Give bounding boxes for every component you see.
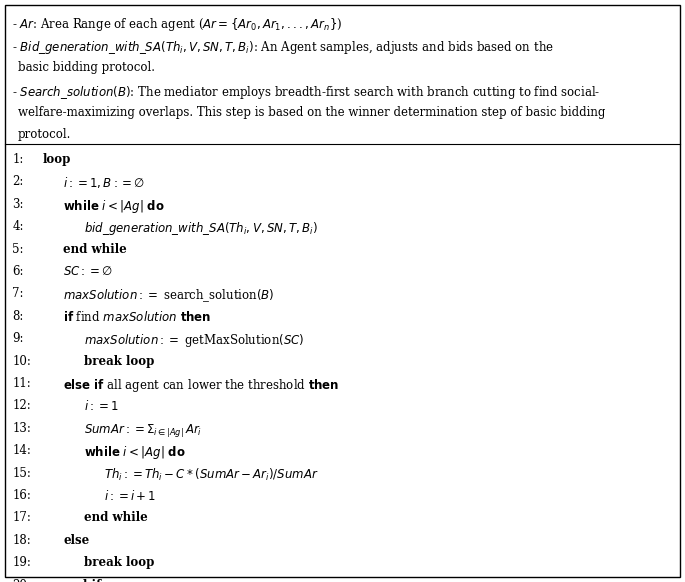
Text: $SC := \emptyset$: $SC := \emptyset$ — [63, 265, 113, 278]
Text: end while: end while — [63, 243, 127, 255]
Text: 4:: 4: — [12, 220, 24, 233]
Text: break loop: break loop — [84, 354, 154, 368]
Text: $\mathbf{if}$ find $\mathit{maxSolution}$ $\mathbf{then}$: $\mathbf{if}$ find $\mathit{maxSolution}… — [63, 310, 212, 324]
Text: 10:: 10: — [12, 354, 32, 368]
Text: break loop: break loop — [84, 556, 154, 569]
Text: $\mathit{maxSolution} :=$ search_solution$(B)$: $\mathit{maxSolution} :=$ search_solutio… — [63, 288, 275, 304]
Text: $\mathit{Th}_i := \mathit{Th}_i - C*(\mathit{SumAr} - \mathit{Ar}_i)/\mathit{Sum: $\mathit{Th}_i := \mathit{Th}_i - C*(\ma… — [104, 467, 319, 483]
Text: else: else — [63, 534, 89, 547]
Text: $\mathit{SumAr} := \Sigma_{i\in|Ag|}\, Ar_i$: $\mathit{SumAr} := \Sigma_{i\in|Ag|}\, A… — [84, 422, 201, 439]
Text: 13:: 13: — [12, 422, 32, 435]
Text: 5:: 5: — [12, 243, 24, 255]
Text: $i := 1$: $i := 1$ — [84, 399, 119, 413]
Text: 16:: 16: — [12, 489, 32, 502]
Text: $\mathbf{while}$ $i < |Ag|$ $\mathbf{do}$: $\mathbf{while}$ $i < |Ag|$ $\mathbf{do}… — [63, 198, 165, 215]
Text: 8:: 8: — [12, 310, 24, 323]
Text: end if: end if — [63, 579, 101, 582]
Text: 3:: 3: — [12, 198, 24, 211]
Text: basic bidding protocol.: basic bidding protocol. — [18, 61, 155, 74]
Text: 9:: 9: — [12, 332, 24, 345]
Text: 17:: 17: — [12, 512, 32, 524]
Text: 2:: 2: — [12, 175, 24, 189]
Text: 14:: 14: — [12, 444, 32, 457]
FancyBboxPatch shape — [5, 5, 680, 577]
Text: $\mathbf{while}$ $i < |Ag|$ $\mathbf{do}$: $\mathbf{while}$ $i < |Ag|$ $\mathbf{do}… — [84, 444, 186, 462]
Text: 1:: 1: — [12, 153, 24, 166]
Text: loop: loop — [42, 153, 71, 166]
Text: 15:: 15: — [12, 467, 32, 480]
Text: - $\mathit{Ar}$: Area Range of each agent ($\mathit{Ar} = \{Ar_0, Ar_1, ..., Ar_: - $\mathit{Ar}$: Area Range of each agen… — [12, 16, 342, 33]
Text: end while: end while — [84, 512, 147, 524]
Text: 19:: 19: — [12, 556, 32, 569]
Text: $\mathbf{else\ if}$ all agent can lower the threshold $\mathbf{then}$: $\mathbf{else\ if}$ all agent can lower … — [63, 377, 340, 394]
Text: 20:: 20: — [12, 579, 32, 582]
Text: 11:: 11: — [12, 377, 31, 390]
Text: 12:: 12: — [12, 399, 31, 413]
Text: - $\mathit{Bid\_generation\_with\_SA}(Th_i,V,SN,T,B_i)$: An Agent samples, adjus: - $\mathit{Bid\_generation\_with\_SA}(Th… — [12, 38, 554, 56]
Text: - $\mathit{Search\_solution(B)}$: The mediator employs breadth-first search with: - $\mathit{Search\_solution(B)}$: The me… — [12, 83, 601, 101]
Text: welfare-maximizing overlaps. This step is based on the winner determination step: welfare-maximizing overlaps. This step i… — [18, 106, 605, 119]
Text: $i := i + 1$: $i := i + 1$ — [104, 489, 156, 503]
Text: 18:: 18: — [12, 534, 31, 547]
Text: $i := 1, B := \emptyset$: $i := 1, B := \emptyset$ — [63, 175, 145, 190]
Text: 6:: 6: — [12, 265, 24, 278]
Text: 7:: 7: — [12, 288, 24, 300]
Text: $\mathit{bid\_generation\_with\_SA}(Th_i, V, SN, T, B_i)$: $\mathit{bid\_generation\_with\_SA}(Th_i… — [84, 220, 317, 237]
Text: $\mathit{maxSolution} :=$ getMaxSolution$(SC)$: $\mathit{maxSolution} :=$ getMaxSolution… — [84, 332, 304, 349]
Text: protocol.: protocol. — [18, 128, 71, 141]
